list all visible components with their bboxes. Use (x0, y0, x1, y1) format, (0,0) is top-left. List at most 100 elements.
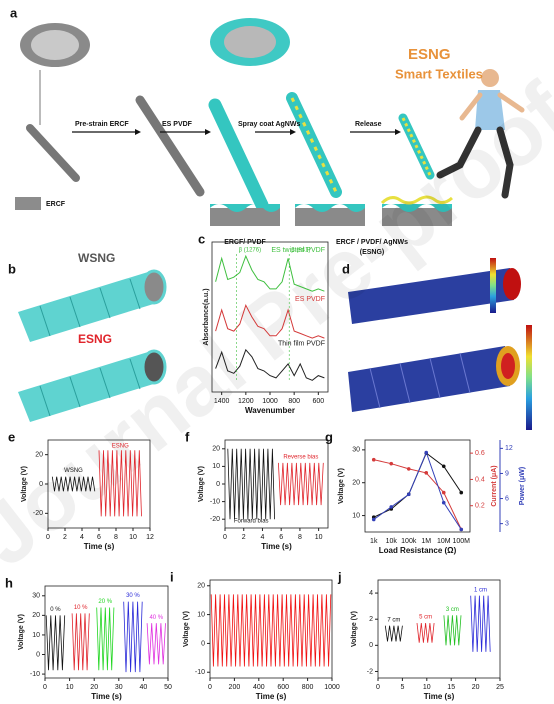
x-tick-label: 6 (279, 534, 283, 541)
y-tick-label: -10 (30, 671, 40, 678)
panel-label: a (10, 5, 18, 20)
series-label: 3 cm (446, 607, 459, 613)
x-tick-label: 4 (261, 534, 265, 541)
x-tick-label: 200 (229, 684, 241, 691)
point (441, 490, 446, 495)
y-tick-label: 20 (197, 583, 205, 590)
signal (123, 601, 143, 673)
series-label: 1 cm (474, 587, 487, 593)
series-label: ES twisted PVDF (271, 247, 325, 254)
x-tick-label: 1000 (262, 398, 278, 405)
layer-label: ERCF / PVDF/ AgNWs (336, 239, 408, 246)
panel-label: f (185, 429, 190, 444)
panel-label: e (8, 429, 15, 444)
x-tick-label: 800 (288, 398, 300, 405)
step-label: Pre-strain ERCF (75, 121, 129, 128)
series-label: 5 cm (419, 615, 432, 621)
point (389, 505, 394, 509)
y-tick-label: 2 (369, 616, 373, 623)
y-tick-label: 20 (32, 612, 40, 619)
y-tick-label: 0 (39, 481, 43, 488)
layer-label: (ESNG) (360, 249, 385, 256)
x-tick-label: 50 (164, 684, 172, 691)
brand-subtitle: Smart Textiles (395, 66, 483, 81)
series-label: 0 % (50, 607, 61, 613)
x-tick-label: 20 (90, 684, 98, 691)
signal (96, 607, 115, 671)
x-tick-label: 0 (46, 534, 50, 541)
plot-frame (44, 585, 169, 679)
signal (227, 448, 275, 520)
series-label: 30 % (126, 593, 140, 599)
signal (210, 594, 332, 667)
step-label: ES PVDF (162, 121, 193, 128)
y3-tick-label: 3 (505, 520, 509, 527)
y-tick-label: 10 (32, 632, 40, 639)
x-tick-label: 1000 (324, 684, 340, 691)
plot-frame (377, 579, 501, 679)
panel-label: j (337, 569, 342, 584)
x-axis-label: Wavenumber (245, 406, 295, 415)
y-tick-label: 4 (369, 590, 373, 597)
y-axis-label: Voltage (V) (338, 468, 345, 504)
series-label: 7 cm (387, 617, 400, 623)
x-tick-label: 10 (315, 534, 323, 541)
y-tick-label: 0 (36, 651, 40, 658)
x-tick-label: 2 (242, 534, 246, 541)
y-axis-label: Voltage (V) (198, 466, 205, 502)
series-label: Reverse bias (283, 454, 318, 460)
y-tick-label: 20 (352, 480, 360, 487)
series-line (215, 304, 325, 339)
x-tick-label: 10 (423, 684, 431, 691)
series-line (373, 459, 462, 530)
x-tick-label: 15 (447, 684, 455, 691)
y-axis-label: Voltage (V) (183, 611, 190, 647)
point (459, 490, 464, 495)
series-label: ES PVDF (295, 296, 325, 303)
point (371, 517, 376, 522)
y3-tick-label: 12 (505, 445, 513, 452)
signal (71, 613, 90, 671)
point (424, 471, 429, 475)
point (406, 492, 411, 497)
y2-tick-label: 0.6 (475, 450, 485, 457)
y-axis-label: Absorbance(a.u.) (203, 288, 210, 345)
x-tick-label: 20 (472, 684, 480, 691)
series-line (215, 254, 325, 292)
y-tick-label: 0 (216, 481, 220, 488)
y2-tick-label: 0.2 (475, 503, 485, 510)
panel-label: b (8, 261, 16, 276)
point (371, 457, 376, 462)
y2-tick-label: 0.4 (475, 476, 485, 483)
y-tick-label: -10 (195, 669, 205, 676)
panel-label: h (5, 575, 13, 590)
x-tick-label: 6 (97, 534, 101, 541)
signal (443, 615, 462, 646)
y-tick-label: 20 (35, 452, 43, 459)
series-line (215, 348, 325, 381)
y-axis-label: Current (μA) (491, 465, 498, 506)
y-axis-label: Power (μW) (519, 467, 526, 506)
point (441, 500, 446, 505)
x-tick-label: 5 (400, 684, 404, 691)
plot-frame (364, 439, 471, 533)
y-tick-label: -10 (210, 498, 220, 505)
plot-frame (209, 579, 333, 679)
y-axis-label: Voltage (V) (351, 611, 358, 647)
annotation: β (841) (291, 248, 310, 254)
y-tick-label: 10 (212, 463, 220, 470)
x-axis-label: Time (s) (91, 692, 122, 701)
point (459, 527, 464, 532)
fiber-label: WSNG (78, 251, 115, 265)
simulation-drawings (348, 258, 532, 430)
point (441, 464, 446, 469)
x-axis-label: Time (s) (261, 542, 292, 551)
x-tick-label: 10M (437, 538, 451, 545)
fiber-label: ESNG (78, 332, 112, 346)
point (424, 450, 429, 455)
x-tick-label: 0 (43, 684, 47, 691)
x-axis-label: Time (s) (424, 692, 455, 701)
series-label: Thin film PVDF (278, 341, 325, 348)
